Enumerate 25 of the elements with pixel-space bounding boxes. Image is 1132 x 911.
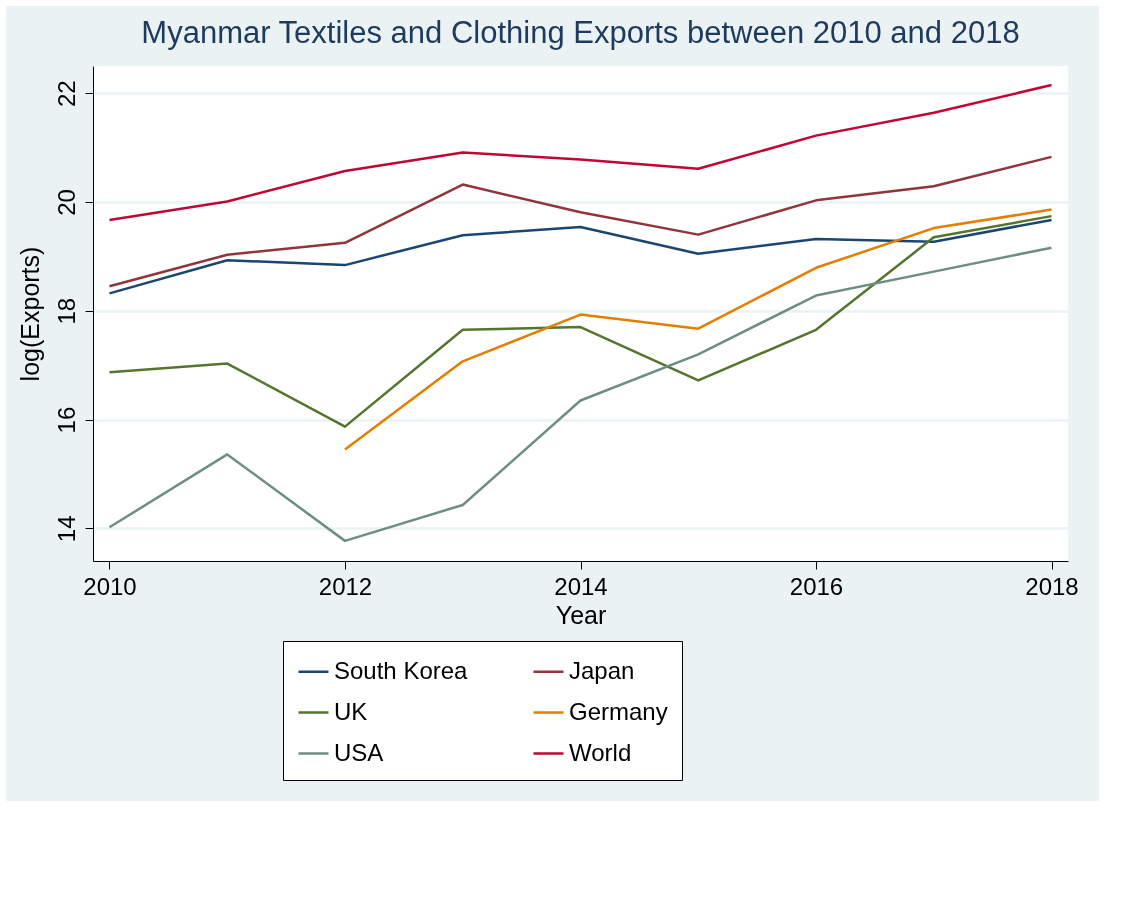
legend-label: UK [334,697,368,725]
line-series [108,155,1053,288]
y-tick-label: 18 [52,297,80,325]
legend-label: World [569,738,632,766]
x-tick-label: 2014 [554,572,608,600]
legend-label: Germany [569,697,668,725]
line-series [343,208,1053,451]
x-axis-title: Year [555,600,607,629]
x-tick-label: 2018 [1025,572,1079,600]
y-tick-label: 22 [52,80,80,108]
x-tick-label: 2016 [789,572,844,600]
chart-title: Myanmar Textiles and Clothing Exports between 2010 and 2018 [141,15,1020,50]
x-tick-label: 2010 [83,572,137,600]
line-series [108,214,1053,428]
y-tick-label: 14 [52,515,80,543]
line-series [108,246,1053,543]
y-axis-title: log(Exports) [15,246,44,382]
legend-label: USA [334,738,384,766]
y-tick-label: 20 [52,189,80,216]
y-tick-label: 16 [52,406,80,434]
legend-label: South Korea [334,656,469,684]
legend-label: Japan [569,656,635,684]
line-series [108,83,1053,222]
line-series [108,218,1053,295]
x-tick-label: 2012 [318,572,373,600]
